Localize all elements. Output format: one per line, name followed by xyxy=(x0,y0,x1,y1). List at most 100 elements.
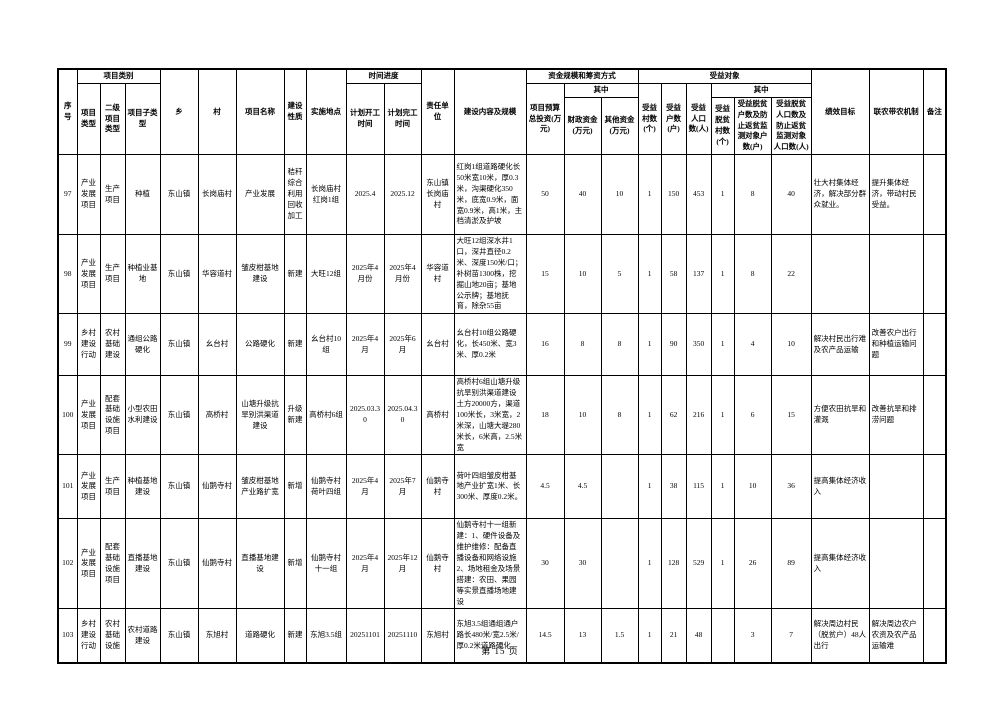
cell-benefit-households: 21 xyxy=(660,608,687,664)
header-benefit-households: 受益户数(户) xyxy=(660,82,687,156)
cell-benefit-households: 62 xyxy=(660,375,687,456)
header-project-type: 项目类型 xyxy=(76,82,101,156)
table-row: 100 产业发展项目 配套基础设施项目 小型农田水利建设 东山镇 高桥村 山塘升级抗旱别洪渠… xyxy=(57,375,947,456)
cell-poverty-population: 15 xyxy=(770,375,812,456)
cell-planned-start: 2025年4月 xyxy=(345,518,385,610)
cell-township: 东山镇 xyxy=(159,154,199,236)
header-total-budget: 项目预算总投资(万元) xyxy=(525,82,565,156)
cell-fiscal-funds: 4.5 xyxy=(563,454,602,520)
cell-farmer-linkage: 改善农户出行和种植运输问题 xyxy=(868,313,924,377)
cell-village: 高桥村 xyxy=(197,375,237,456)
header-performance-goal: 绩效目标 xyxy=(810,68,870,156)
cell-responsible-unit: 东山镇长岗庙村 xyxy=(420,154,455,236)
cell-project-type: 产业发展项目 xyxy=(76,154,101,236)
cell-village: 华容道村 xyxy=(197,234,237,315)
cell-project-name: 直播基地建设 xyxy=(235,518,285,610)
cell-construction-nature: 新建 xyxy=(283,234,307,315)
cell-sub-type: 种植 xyxy=(124,154,161,236)
cell-construction-nature: 新增 xyxy=(283,454,307,520)
cell-secondary-type: 生产项目 xyxy=(99,454,126,520)
cell-sub-type: 通组公路硬化 xyxy=(124,313,161,377)
cell-benefit-population: 216 xyxy=(685,375,712,456)
cell-benefit-villages: 1 xyxy=(637,518,662,610)
cell-total-budget: 50 xyxy=(525,154,565,236)
cell-poverty-households: 10 xyxy=(733,454,772,520)
cell-farmer-linkage: 提升集体经济，带动村民受益。 xyxy=(868,154,924,236)
cell-content-scale: 仙鹅寺村十一组新建：1、硬件设备及维护维修：配备直播设备和网络设施 2、场地租金… xyxy=(453,518,527,610)
cell-responsible-unit: 华容道村 xyxy=(420,234,455,315)
cell-responsible-unit: 幺台村 xyxy=(420,313,455,377)
cell-location: 高桥村6组 xyxy=(305,375,347,456)
cell-content-scale: 大旺12组深水井1口，深井直径0.2米、深度150米/口；补树苗1300株，挖掘… xyxy=(453,234,527,315)
cell-total-budget: 15 xyxy=(525,234,565,315)
cell-other-funds: 10 xyxy=(600,154,639,236)
cell-total-budget: 4.5 xyxy=(525,454,565,520)
header-planned-finish: 计划完工时间 xyxy=(383,82,422,156)
cell-content-scale: 荷叶四组皱皮柑基地产业扩宽1米、长300米、厚度0.2米。 xyxy=(453,454,527,520)
cell-benefit-households: 90 xyxy=(660,313,687,377)
cell-performance-goal xyxy=(810,234,870,315)
cell-sub-type: 直播基地建设 xyxy=(124,518,161,610)
table-row: 101 产业发展项目 生产项目 种植基地建设 东山镇 仙鹅寺村 皱皮柑基地产业路扩宽 新增 仙鹅… xyxy=(57,454,947,520)
cell-remarks xyxy=(922,454,947,520)
header-sub-type: 项目子类型 xyxy=(124,82,161,156)
cell-planned-start: 20251101 xyxy=(345,608,385,664)
cell-performance-goal: 解决周边村民（脱贫户）48人出行 xyxy=(810,608,870,664)
cell-poverty-households: 6 xyxy=(733,375,772,456)
cell-benefit-households: 38 xyxy=(660,454,687,520)
cell-project-name: 皱皮柑基地产业路扩宽 xyxy=(235,454,285,520)
cell-index: 102 xyxy=(57,518,78,610)
cell-remarks xyxy=(922,234,947,315)
header-location: 实施地点 xyxy=(305,68,347,156)
cell-benefit-villages: 1 xyxy=(637,375,662,456)
cell-poverty-households: 8 xyxy=(733,234,772,315)
cell-poverty-population: 89 xyxy=(770,518,812,610)
cell-farmer-linkage: 改善抗旱和排涝问题 xyxy=(868,375,924,456)
table-row: 97 产业发展项目 生产项目 种植 东山镇 长岗庙村 产业发展 秸秆综合利用回收加工 长岗庙村红… xyxy=(57,154,947,236)
cell-other-funds xyxy=(600,518,639,610)
cell-poverty-villages: 1 xyxy=(710,234,735,315)
header-beneficiary-among: 其中 xyxy=(710,82,812,98)
header-farmer-linkage: 联农带农机制 xyxy=(868,68,924,156)
cell-benefit-villages: 1 xyxy=(637,234,662,315)
cell-poverty-villages: 1 xyxy=(710,454,735,520)
header-fiscal-funds: 财政资金(万元) xyxy=(563,96,602,156)
cell-responsible-unit: 东旭村 xyxy=(420,608,455,664)
cell-benefit-households: 128 xyxy=(660,518,687,610)
cell-other-funds: 8 xyxy=(600,313,639,377)
cell-performance-goal: 提高集体经济收入 xyxy=(810,518,870,610)
cell-planned-finish: 2025.04.30 xyxy=(383,375,422,456)
cell-township: 东山镇 xyxy=(159,608,199,664)
header-secondary-type: 二级项目类型 xyxy=(99,82,126,156)
cell-township: 东山镇 xyxy=(159,454,199,520)
cell-fiscal-funds: 8 xyxy=(563,313,602,377)
cell-benefit-villages: 1 xyxy=(637,454,662,520)
cell-project-name: 皱皮柑基地建设 xyxy=(235,234,285,315)
cell-location: 幺台村10组 xyxy=(305,313,347,377)
cell-planned-finish: 2025年7月 xyxy=(383,454,422,520)
cell-benefit-population: 115 xyxy=(685,454,712,520)
cell-project-name: 产业发展 xyxy=(235,154,285,236)
header-content-scale: 建设内容及规模 xyxy=(453,68,527,156)
cell-project-type: 产业发展项目 xyxy=(76,454,101,520)
cell-township: 东山镇 xyxy=(159,375,199,456)
cell-village: 幺台村 xyxy=(197,313,237,377)
header-other-funds: 其他资金(万元) xyxy=(600,96,639,156)
header-remarks: 备注 xyxy=(922,68,947,156)
cell-secondary-type: 配套基础设施项目 xyxy=(99,375,126,456)
cell-farmer-linkage xyxy=(868,518,924,610)
cell-farmer-linkage: 解决周边农户农资及农产品运输难 xyxy=(868,608,924,664)
cell-index: 100 xyxy=(57,375,78,456)
cell-project-type: 乡村建设行动 xyxy=(76,313,101,377)
cell-remarks xyxy=(922,608,947,664)
cell-planned-finish: 2025年4月份 xyxy=(383,234,422,315)
cell-performance-goal: 方便农田抗旱和灌溉 xyxy=(810,375,870,456)
cell-planned-finish: 2025.12 xyxy=(383,154,422,236)
cell-poverty-households: 8 xyxy=(733,154,772,236)
cell-other-funds: 8 xyxy=(600,375,639,456)
cell-poverty-households: 26 xyxy=(733,518,772,610)
cell-sub-type: 种植业基地 xyxy=(124,234,161,315)
cell-poverty-population: 10 xyxy=(770,313,812,377)
header-project-name: 项目名称 xyxy=(235,68,285,156)
